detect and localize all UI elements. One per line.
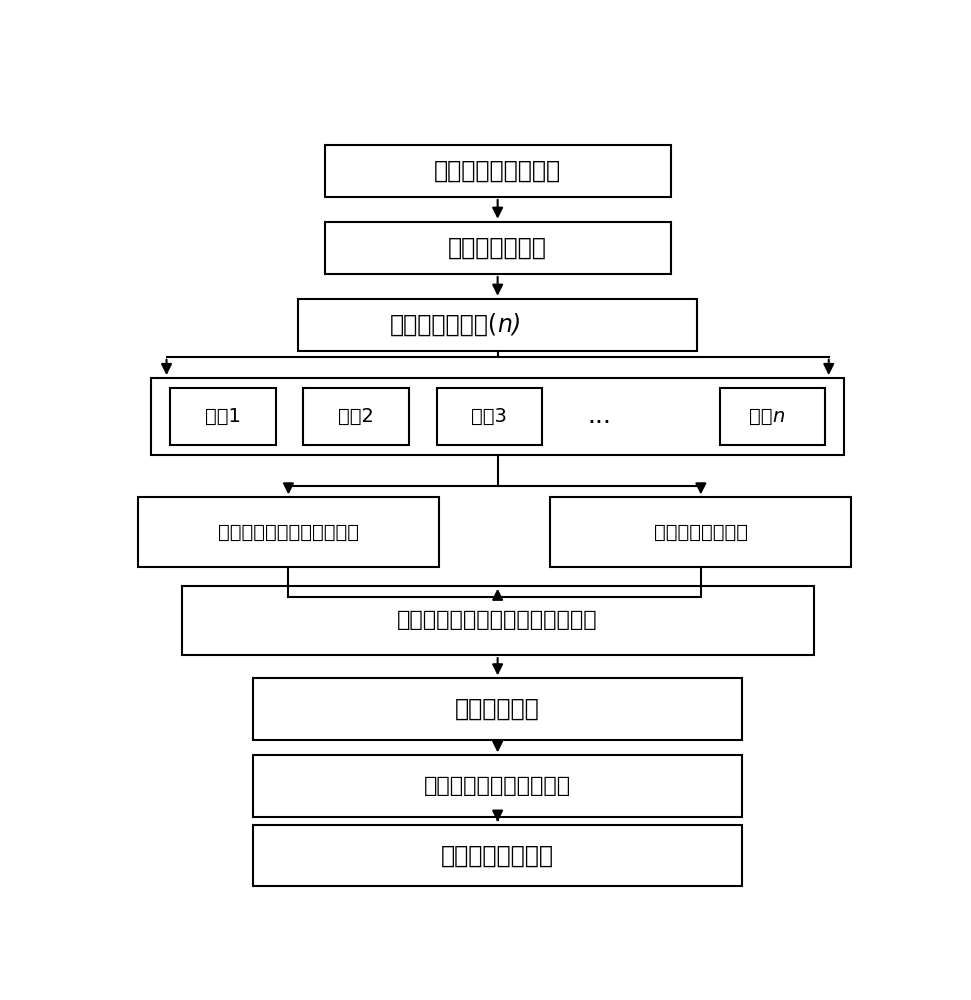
Text: n): n) <box>498 313 521 337</box>
Text: 获取高光谱遥感数据: 获取高光谱遥感数据 <box>434 159 561 183</box>
Bar <box>253 755 742 817</box>
Bar <box>324 145 671 197</box>
Text: 邻域光谱曲线频谱距离模型: 邻域光谱曲线频谱距离模型 <box>218 522 359 541</box>
Text: 波段1: 波段1 <box>205 407 241 426</box>
Text: 数据融合与配准: 数据融合与配准 <box>449 236 547 260</box>
Text: 信息熵优化的分水岭分割: 信息熵优化的分水岭分割 <box>424 776 571 796</box>
Text: 边缘特征增强模型: 边缘特征增强模型 <box>653 522 748 541</box>
Bar <box>304 388 409 445</box>
Bar <box>324 222 671 274</box>
Bar <box>551 497 852 567</box>
Bar <box>182 586 814 655</box>
Text: 波段2: 波段2 <box>338 407 374 426</box>
Bar <box>170 388 276 445</box>
Text: ...: ... <box>587 404 611 428</box>
Bar <box>253 825 742 886</box>
Bar <box>298 299 697 351</box>
Bar <box>253 678 742 740</box>
Text: 遥感图像分割产品: 遥感图像分割产品 <box>441 843 554 867</box>
Bar <box>138 497 439 567</box>
Text: n: n <box>772 407 785 426</box>
Text: 波段: 波段 <box>749 407 772 426</box>
Bar <box>720 388 825 445</box>
Text: 波段3: 波段3 <box>472 407 507 426</box>
Text: 多波段遥感图像(: 多波段遥感图像( <box>389 313 498 337</box>
Bar <box>437 388 542 445</box>
Text: 邻域光谱特征的边缘特征增强模型: 邻域光谱特征的边缘特征增强模型 <box>397 610 598 631</box>
Text: 边缘增强结果: 边缘增强结果 <box>455 697 540 721</box>
Bar <box>151 378 844 455</box>
